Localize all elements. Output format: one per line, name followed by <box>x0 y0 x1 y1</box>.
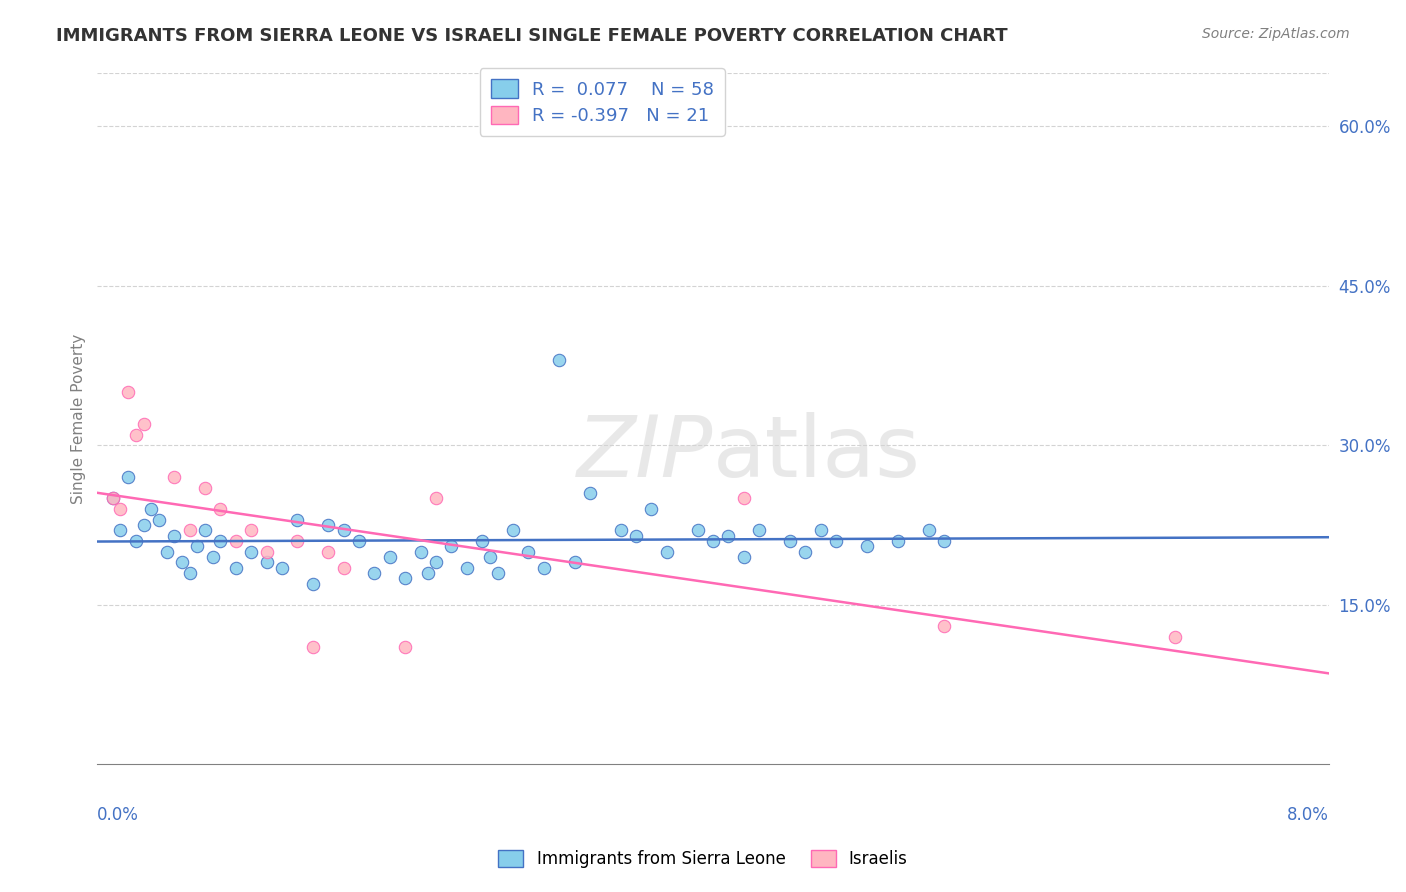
Point <box>456 560 478 574</box>
Point <box>471 534 494 549</box>
Point <box>502 524 524 538</box>
Legend: Immigrants from Sierra Leone, Israelis: Immigrants from Sierra Leone, Israelis <box>492 843 914 875</box>
Point <box>163 529 186 543</box>
Point <box>347 534 370 549</box>
Point <box>917 524 939 538</box>
Point <box>148 513 170 527</box>
Point <box>117 385 139 400</box>
Point <box>779 534 801 549</box>
Point <box>125 427 148 442</box>
Text: IMMIGRANTS FROM SIERRA LEONE VS ISRAELI SINGLE FEMALE POVERTY CORRELATION CHART: IMMIGRANTS FROM SIERRA LEONE VS ISRAELI … <box>56 27 1008 45</box>
Point <box>418 566 440 580</box>
Point <box>425 555 447 569</box>
Point <box>209 502 232 516</box>
Point <box>132 417 155 431</box>
Point <box>101 491 124 506</box>
Point <box>394 571 416 585</box>
Point <box>733 491 755 506</box>
Point <box>209 534 232 549</box>
Point <box>132 518 155 533</box>
Point <box>201 549 224 564</box>
Point <box>640 502 662 516</box>
Point <box>186 539 208 553</box>
Point <box>794 544 817 558</box>
Point <box>117 470 139 484</box>
Point <box>409 544 432 558</box>
Point <box>287 513 309 527</box>
Point <box>170 555 193 569</box>
Point <box>316 544 339 558</box>
Point <box>702 534 724 549</box>
Point <box>932 619 955 633</box>
Point <box>624 529 647 543</box>
Point <box>194 481 217 495</box>
Text: atlas: atlas <box>713 412 921 495</box>
Point <box>686 524 709 538</box>
Point <box>101 491 124 506</box>
Point <box>240 544 263 558</box>
Point <box>517 544 540 558</box>
Point <box>332 560 354 574</box>
Point <box>271 560 294 574</box>
Legend: R =  0.077    N = 58, R = -0.397   N = 21: R = 0.077 N = 58, R = -0.397 N = 21 <box>479 69 724 136</box>
Point <box>378 549 401 564</box>
Point <box>609 524 631 538</box>
Point <box>240 524 263 538</box>
Point <box>363 566 385 580</box>
Point <box>856 539 879 553</box>
Point <box>717 529 740 543</box>
Text: 0.0%: 0.0% <box>97 805 139 823</box>
Point <box>655 544 678 558</box>
Point <box>548 353 571 368</box>
Point <box>425 491 447 506</box>
Text: ZIP: ZIP <box>576 412 713 495</box>
Point <box>825 534 848 549</box>
Point <box>256 544 278 558</box>
Point <box>141 502 163 516</box>
Point <box>125 534 148 549</box>
Point <box>564 555 586 569</box>
Point <box>110 524 132 538</box>
Point <box>533 560 555 574</box>
Point <box>287 534 309 549</box>
Y-axis label: Single Female Poverty: Single Female Poverty <box>72 334 86 504</box>
Point <box>225 560 247 574</box>
Point <box>256 555 278 569</box>
Point <box>179 524 201 538</box>
Point <box>302 640 325 655</box>
Point <box>810 524 832 538</box>
Point <box>179 566 201 580</box>
Text: Source: ZipAtlas.com: Source: ZipAtlas.com <box>1202 27 1350 41</box>
Point <box>163 470 186 484</box>
Point <box>225 534 247 549</box>
Point <box>302 576 325 591</box>
Point <box>733 549 755 564</box>
Point <box>156 544 179 558</box>
Point <box>887 534 910 549</box>
Point <box>579 486 602 500</box>
Point <box>748 524 770 538</box>
Point <box>110 502 132 516</box>
Point <box>394 640 416 655</box>
Point <box>932 534 955 549</box>
Point <box>332 524 354 538</box>
Point <box>194 524 217 538</box>
Text: 8.0%: 8.0% <box>1286 805 1329 823</box>
Point <box>478 549 501 564</box>
Point <box>440 539 463 553</box>
Point <box>1164 630 1187 644</box>
Point <box>486 566 509 580</box>
Point <box>316 518 339 533</box>
